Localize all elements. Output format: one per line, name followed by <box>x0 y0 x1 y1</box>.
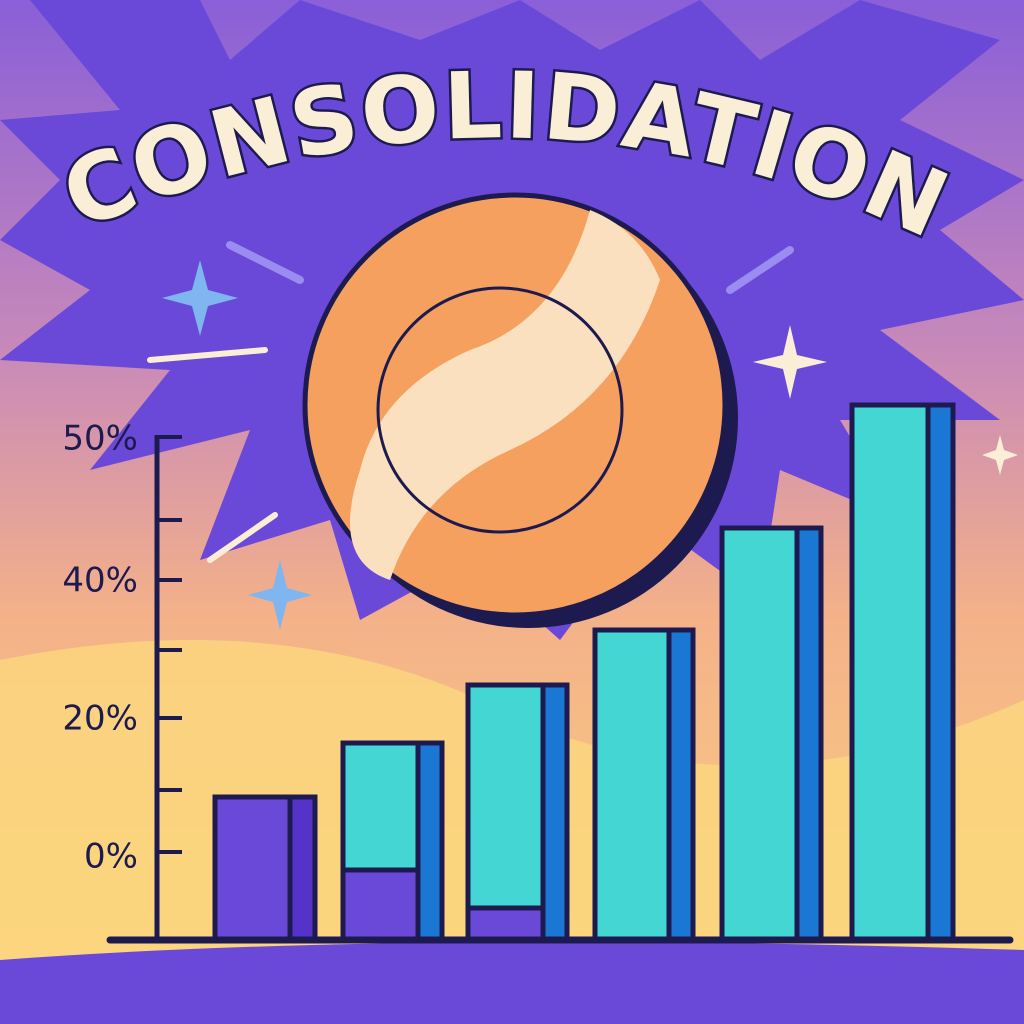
coin-swirl <box>350 210 660 580</box>
sparkle <box>982 435 1018 475</box>
axis-ticks <box>157 435 182 854</box>
sparkle <box>753 325 827 399</box>
axis-labels: 50% 40% 20% 0% <box>62 419 138 877</box>
axis-label: 20% <box>62 699 138 739</box>
bar-side <box>540 682 570 943</box>
bar-side <box>925 402 956 943</box>
bar-segment <box>465 905 546 943</box>
bar-side <box>794 525 824 943</box>
streak <box>207 512 278 563</box>
streak <box>726 246 794 294</box>
axis-label: 40% <box>62 561 138 601</box>
floor <box>0 942 1024 1024</box>
streak <box>147 347 268 363</box>
bar-side <box>287 794 318 943</box>
bar-side <box>666 627 696 943</box>
axis-label: 0% <box>84 837 138 877</box>
sparkle <box>248 560 312 630</box>
bars <box>212 402 956 943</box>
axis-label: 50% <box>62 419 138 459</box>
bar-segment <box>340 867 421 943</box>
coin-ring <box>376 286 624 534</box>
streak <box>226 241 304 284</box>
bar-side <box>415 740 445 943</box>
sparkle <box>162 260 238 336</box>
